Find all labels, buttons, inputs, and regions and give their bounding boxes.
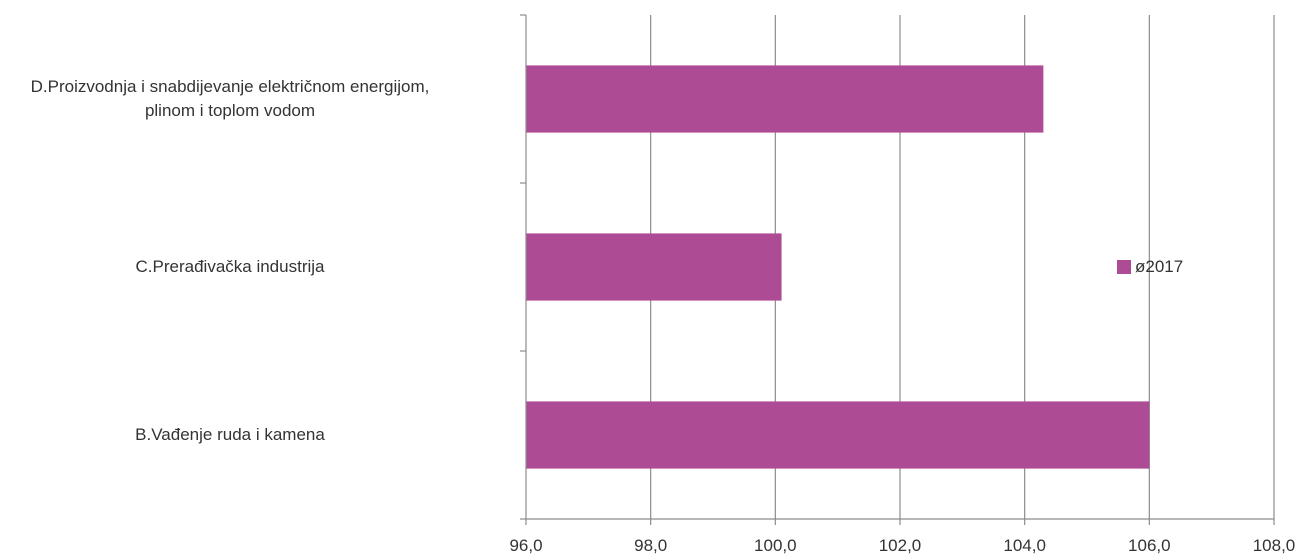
legend: ø2017 xyxy=(1117,257,1183,277)
category-label-line: plinom i toplom vodom xyxy=(144,101,316,120)
category-label: D.Proizvodnja i snabdijevanje električno… xyxy=(0,75,500,123)
legend-swatch xyxy=(1117,260,1131,274)
axes xyxy=(520,14,1275,525)
category-label-line: D.Proizvodnja i snabdijevanje električno… xyxy=(30,77,430,96)
bar xyxy=(526,65,1044,133)
x-tick-label: 96,0 xyxy=(509,536,542,555)
category-label-line: B.Vađenje ruda i kamena xyxy=(135,425,325,444)
x-tick-labels: 96,0 98,0 100,0 102,0 104,0 106,0 108,0 xyxy=(509,536,1295,555)
x-tick-label: 98,0 xyxy=(634,536,667,555)
bar xyxy=(526,401,1150,469)
bar xyxy=(526,233,782,301)
category-label: B.Vađenje ruda i kamena xyxy=(0,423,500,447)
x-tick-label: 108,0 xyxy=(1253,536,1296,555)
x-tick-label: 102,0 xyxy=(879,536,922,555)
category-label: C.Prerađivačka industrija xyxy=(0,255,500,279)
legend-label: ø2017 xyxy=(1135,257,1184,276)
x-tick-label: 104,0 xyxy=(1003,536,1046,555)
x-tick-label: 100,0 xyxy=(754,536,797,555)
x-tick-label: 106,0 xyxy=(1128,536,1171,555)
category-label-line: C.Prerađivačka industrija xyxy=(135,257,325,276)
bars xyxy=(526,65,1150,469)
